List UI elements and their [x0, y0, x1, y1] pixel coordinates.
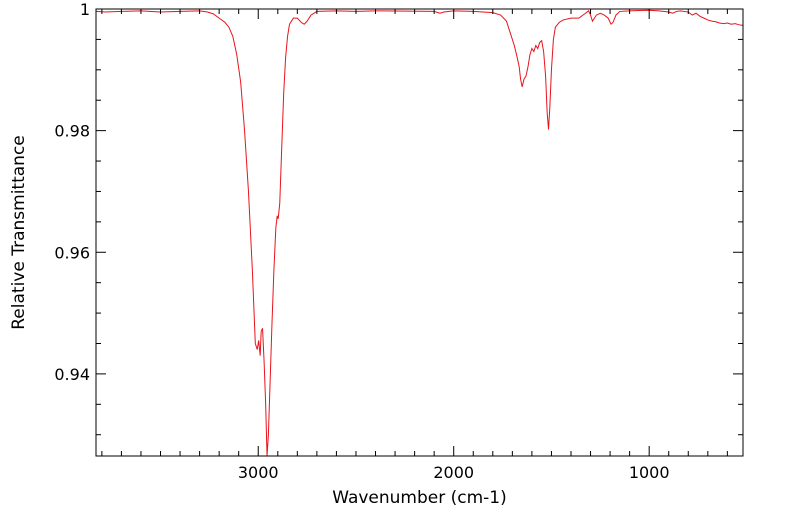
series-0-line: [95, 9, 744, 457]
y-tick-label: 0.96: [54, 243, 90, 262]
plot-frame: [95, 8, 744, 457]
y-axis-ticks: 0.94 0.96 0.98 1: [54, 0, 743, 436]
y-axis-label: Relative Transmittance: [9, 135, 29, 330]
x-tick-label: 1000: [629, 463, 670, 482]
y-tick-label: 0.94: [54, 365, 90, 384]
y-tick-label: 0.98: [54, 122, 90, 141]
plot-area: [95, 9, 744, 457]
x-tick-label: 3000: [238, 463, 279, 482]
y-tick-label: 1: [80, 0, 90, 19]
x-axis-ticks: 3000 2000 1000: [101, 9, 728, 482]
x-tick-label: 2000: [433, 463, 474, 482]
x-axis-label: Wavenumber (cm-1): [332, 488, 507, 508]
